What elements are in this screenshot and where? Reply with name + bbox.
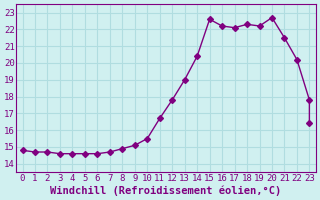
X-axis label: Windchill (Refroidissement éolien,°C): Windchill (Refroidissement éolien,°C) [50,185,282,196]
